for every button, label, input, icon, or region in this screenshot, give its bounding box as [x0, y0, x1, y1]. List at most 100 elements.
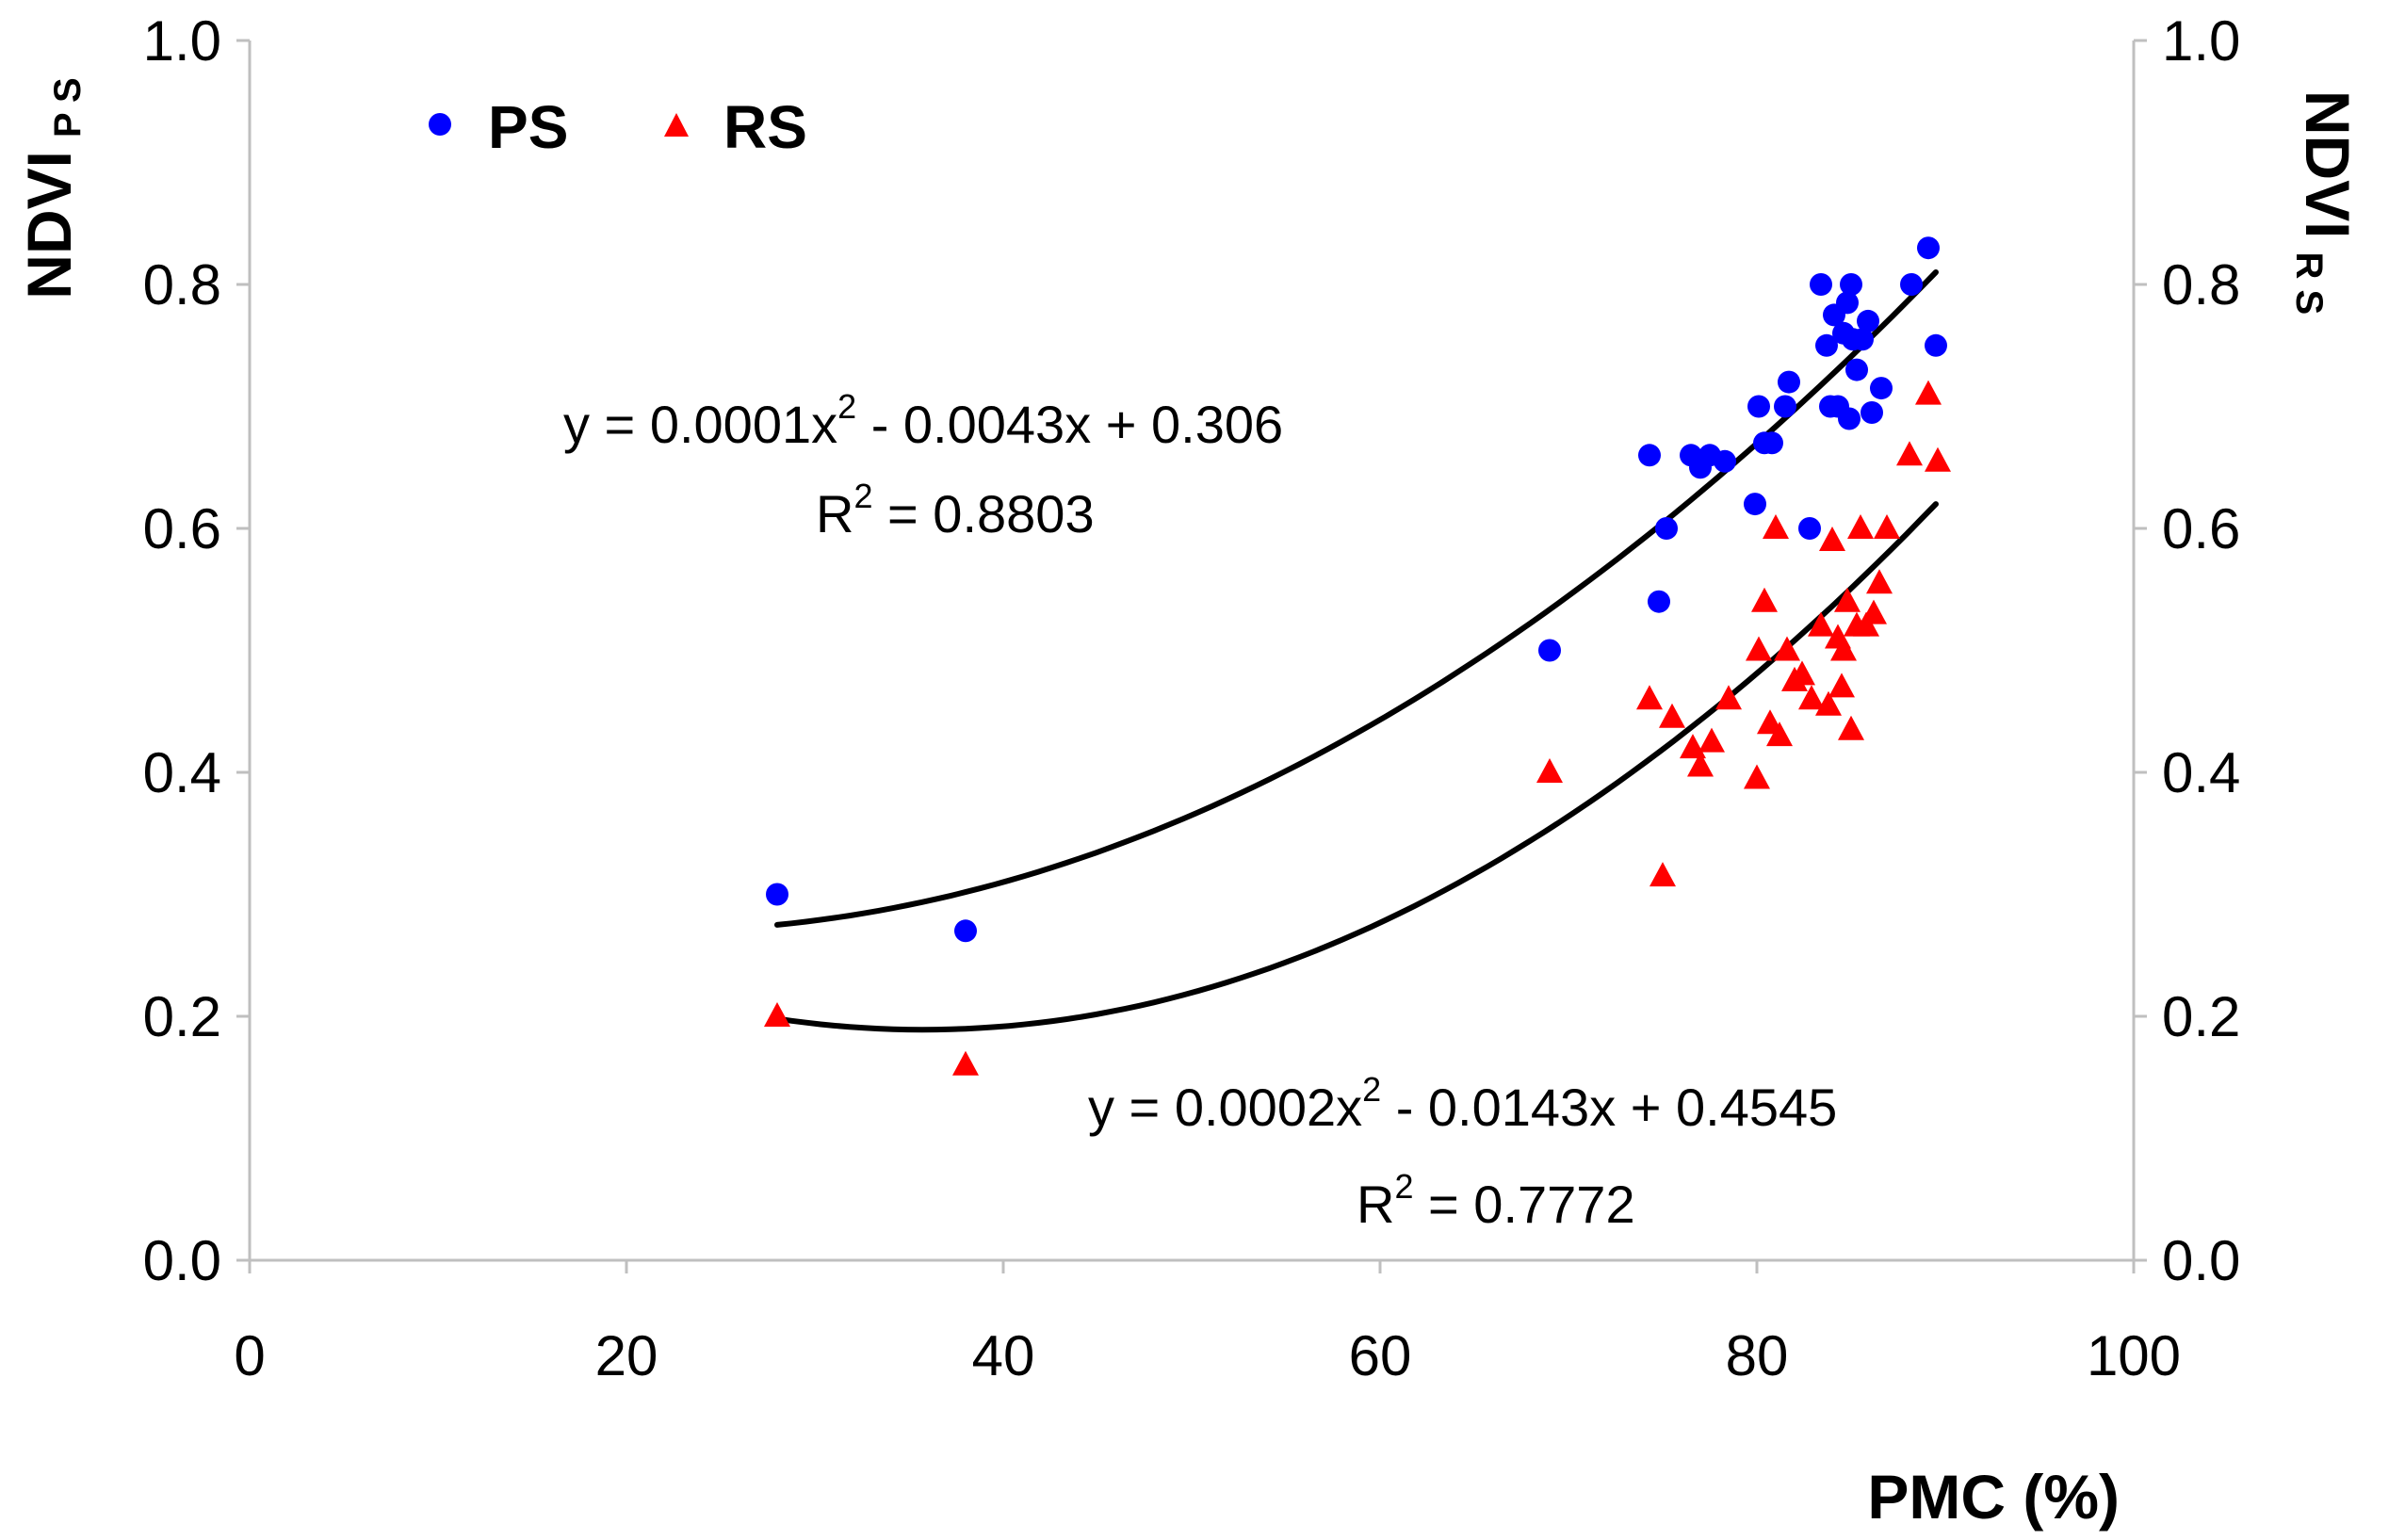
point-rs	[1751, 587, 1778, 612]
point-ps	[1845, 358, 1868, 381]
legend-ps-marker	[429, 113, 451, 136]
point-ps	[1925, 333, 1947, 357]
left-axis-title-sub: P S	[47, 77, 89, 138]
point-rs	[1925, 446, 1951, 472]
y-tick-label-right: 0.6	[2162, 497, 2240, 560]
point-rs	[1819, 527, 1845, 551]
y-tick-label-right: 1.0	[2162, 9, 2240, 73]
point-ps	[1815, 333, 1838, 357]
x-tick-label: 80	[1726, 1324, 1789, 1387]
y-tick-label-left: 1.0	[143, 9, 221, 73]
y-tick-label-left: 0.2	[143, 985, 221, 1048]
point-rs	[1847, 514, 1874, 539]
trendlines	[774, 269, 1939, 1033]
point-rs	[1715, 685, 1742, 710]
point-rs	[764, 1002, 790, 1027]
y-tick-label-left: 0.0	[143, 1229, 221, 1292]
right-axis-title-main: NDVI	[2293, 90, 2363, 239]
point-ps	[1798, 517, 1821, 540]
point-ps	[1538, 639, 1561, 662]
y-tick-label-right: 0.0	[2162, 1229, 2240, 1292]
point-ps	[1851, 328, 1874, 351]
y-tick-label-right: 0.8	[2162, 253, 2240, 316]
svg-text:NDVIP S: NDVI P S	[14, 77, 89, 299]
left-axis-title: NDVI P S	[14, 77, 89, 299]
x-tick-label: 100	[2087, 1324, 2181, 1387]
point-rs	[952, 1050, 979, 1076]
y-tick-label-left: 0.6	[143, 497, 221, 560]
point-ps	[766, 883, 788, 906]
ps-annotation: y = 0.0001x2 - 0.0043x + 0.306 R2 = 0.88…	[563, 387, 1283, 543]
trendline-rs	[774, 501, 1939, 1033]
ps-equation: y = 0.0001x2 - 0.0043x + 0.306	[563, 387, 1283, 454]
point-rs	[1649, 862, 1676, 887]
point-rs	[1838, 715, 1864, 740]
point-rs	[1789, 660, 1815, 686]
svg-text:NDVIR S: NDVI R S	[2288, 90, 2363, 315]
legend-rs-label: RS	[723, 93, 807, 161]
point-ps	[1810, 273, 1832, 296]
rs-equation: y = 0.0002x2 - 0.0143x + 0.4545	[1088, 1070, 1837, 1137]
y-tick-label-left: 0.4	[143, 741, 221, 804]
point-rs	[1798, 685, 1825, 710]
legend: PS RS	[429, 93, 807, 161]
right-axis-title-sub: R S	[2288, 252, 2330, 316]
point-rs	[1746, 636, 1772, 661]
x-tick-label: 20	[595, 1324, 658, 1387]
point-rs	[1815, 690, 1842, 716]
tick-marks	[236, 39, 2147, 1273]
point-rs	[1774, 636, 1800, 661]
point-rs	[1687, 752, 1714, 777]
point-rs	[1698, 727, 1725, 753]
axes	[248, 41, 2136, 1262]
point-ps	[1778, 370, 1800, 394]
point-ps	[1900, 273, 1923, 296]
rs-annotation: y = 0.0002x2 - 0.0143x + 0.4545 R2 = 0.7…	[1088, 1070, 1837, 1234]
point-ps	[1744, 493, 1766, 516]
left-axis-title-main: NDVI	[14, 151, 84, 300]
point-ps	[1774, 395, 1796, 418]
x-tick-label: 60	[1349, 1324, 1412, 1387]
point-ps	[1714, 449, 1736, 473]
legend-rs-marker	[664, 113, 689, 137]
y-tick-label-right: 0.4	[2162, 741, 2240, 804]
point-ps	[1838, 407, 1861, 430]
point-rs	[1830, 636, 1857, 661]
point-rs	[1766, 721, 1793, 747]
point-rs	[1744, 764, 1770, 789]
point-ps	[1870, 377, 1893, 400]
point-ps	[1857, 309, 1879, 332]
point-rs	[1536, 758, 1563, 783]
point-rs	[1896, 441, 1923, 466]
tick-labels: 0.0 0.0 0.2 0.2 0.4 0.4 0.6 0.6 0.8 0.8 1.0 1.0 0 20 4…	[143, 9, 2241, 1387]
point-rs	[1636, 685, 1663, 710]
point-ps	[1917, 236, 1940, 260]
ps-r2: R2 = 0.8803	[816, 477, 1095, 543]
point-ps	[1747, 395, 1770, 418]
rs-r2: R2 = 0.7772	[1357, 1167, 1635, 1234]
point-rs	[1808, 611, 1834, 637]
trendline-ps	[774, 269, 1939, 928]
point-ps	[1861, 401, 1883, 424]
point-rs	[1915, 380, 1942, 405]
point-ps	[1655, 517, 1678, 540]
point-rs	[1834, 587, 1861, 612]
point-ps	[1761, 431, 1783, 455]
point-ps	[954, 919, 977, 943]
point-rs	[1763, 514, 1789, 539]
x-axis-title: PMC (%)	[1867, 1462, 2120, 1532]
x-tick-label: 0	[234, 1324, 265, 1387]
legend-ps-label: PS	[488, 93, 568, 161]
point-rs	[1866, 569, 1893, 594]
y-tick-label-left: 0.8	[143, 253, 221, 316]
point-ps	[1836, 291, 1859, 315]
point-rs	[1874, 514, 1900, 539]
x-tick-label: 40	[972, 1324, 1035, 1387]
point-ps	[1638, 444, 1661, 467]
point-rs	[1861, 599, 1887, 624]
data-markers	[764, 236, 1951, 1076]
point-rs	[1828, 673, 1855, 698]
point-rs	[1659, 703, 1685, 728]
point-ps	[1840, 273, 1862, 296]
